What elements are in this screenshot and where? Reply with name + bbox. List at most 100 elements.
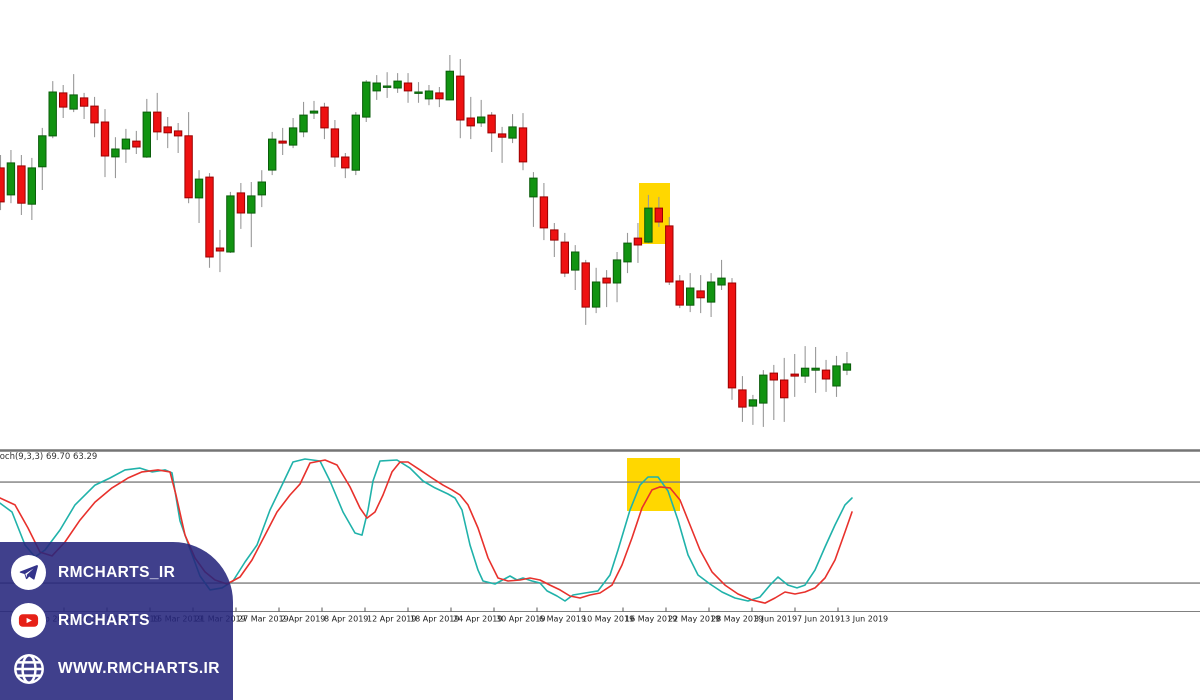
candle-body-up [247,195,256,214]
x-axis-label: 2 Apr 2019 [281,615,325,624]
candle-body-down [17,165,26,204]
candle-body-up [48,91,57,137]
x-axis-label: 16 May 2019 [625,615,677,624]
social-badge-telegram[interactable]: RMCHARTS_IR [11,555,233,590]
candle-body-down [518,127,528,163]
candle-body-up [644,207,653,243]
candle-body-down [403,82,413,92]
candle-body-up [121,138,131,150]
candle-body-up [268,138,277,171]
watermark-panel: RMCHARTS_IR RMCHARTS WWW.RM [0,542,233,700]
candle-body-down [163,126,172,134]
candle-body-down [341,156,350,169]
candle-body-down [675,280,684,306]
candle-body-down [602,277,611,284]
candle-body-down [487,114,496,134]
candle-body-up [424,90,434,100]
candle-body-up [299,114,308,133]
candle-body-down [466,117,475,127]
candle-body-down [236,192,246,214]
x-axis-label: 3 Jun 2019 [754,615,797,624]
x-axis-label: 10 May 2019 [582,615,634,624]
x-axis-label: 8 Apr 2019 [324,615,368,624]
candle-body-up [69,94,78,110]
candle-body-down [79,97,89,107]
social-label-telegram: RMCHARTS_IR [58,563,176,581]
candle-body-up [257,181,267,196]
candle-body-down [173,130,183,137]
youtube-icon [11,603,46,638]
candle-body-up [194,178,204,199]
candle-body-up [445,70,455,101]
x-axis-label: 30 Apr 2019 [496,615,545,624]
candle-body-down [560,241,569,274]
x-axis-label: 7 Jun 2019 [797,615,840,624]
candle-body-down [132,140,141,148]
candle-body-down [0,167,5,203]
indicator-label: Stoch(9,3,3) 69.70 63.29 [0,452,97,462]
candle-body-down [550,229,559,241]
candle-body-up [111,148,120,158]
x-axis-label: 27 Mar 2019 [238,615,289,624]
candle-body-down [153,111,162,133]
x-axis-label: 6 May 2019 [539,615,586,624]
candle-body-up [226,195,235,253]
candle-body-down [205,176,214,258]
candle-body-up [832,365,841,387]
candle-body-down [769,372,778,381]
candle-body-up [571,251,580,271]
candle-body-down [821,369,831,380]
candle-body-up [142,111,152,158]
x-axis-label: 28 May 2019 [711,615,763,624]
x-axis-label: 12 Apr 2019 [367,615,416,624]
candle-body-down [184,135,193,199]
x-axis-label: 24 Apr 2019 [453,615,502,624]
candle-body-up [351,114,361,171]
candle-body-down [330,128,340,158]
candle-body-up [6,162,16,196]
stoch-signal-line [0,459,853,604]
telegram-icon [11,555,46,590]
candle-body-down [497,133,507,138]
candle-body-down [435,92,444,100]
x-axis-label: 18 Apr 2019 [410,615,459,624]
candle-body-down [278,140,287,144]
candle-body-down [456,75,465,121]
candle-body-down [790,373,799,377]
candle-body-down [100,121,110,157]
candle-body-up [309,110,319,114]
candle-body-down [59,92,68,108]
candle-body-down [665,225,674,283]
social-label-youtube: RMCHARTS [58,611,150,629]
candle-body-down [539,196,549,229]
candle-body-down [727,282,737,389]
candle-body-up [27,167,37,205]
candle-body-down [90,105,99,124]
candle-body-up [811,367,820,371]
candle-body-down [320,106,329,129]
price-highlight-box [639,183,670,244]
candle-body-up [623,242,632,263]
candle-body-up [477,116,486,124]
candle-body-down [654,207,663,223]
candle-body-up [717,277,726,286]
candle-body-up [706,281,716,303]
candle-body-up [842,363,852,371]
candle-body-up [288,127,298,146]
candle-body-up [393,80,402,89]
candle-body-up [362,81,371,118]
candle-body-up [591,281,601,308]
social-badge-youtube[interactable]: RMCHARTS [11,603,233,638]
candle-body-up [800,367,810,377]
candle-body-up [508,126,517,139]
candle-body-up [529,177,538,198]
candle-body-up [382,85,392,88]
candle-body-down [738,389,747,408]
candle-body-up [414,91,423,94]
globe-icon [11,651,46,686]
candle-body-down [581,262,590,308]
social-badge-website[interactable]: WWW.RMCHARTS.IR [11,651,233,686]
candle-body-down [215,247,225,252]
candle-body-down [780,379,789,399]
